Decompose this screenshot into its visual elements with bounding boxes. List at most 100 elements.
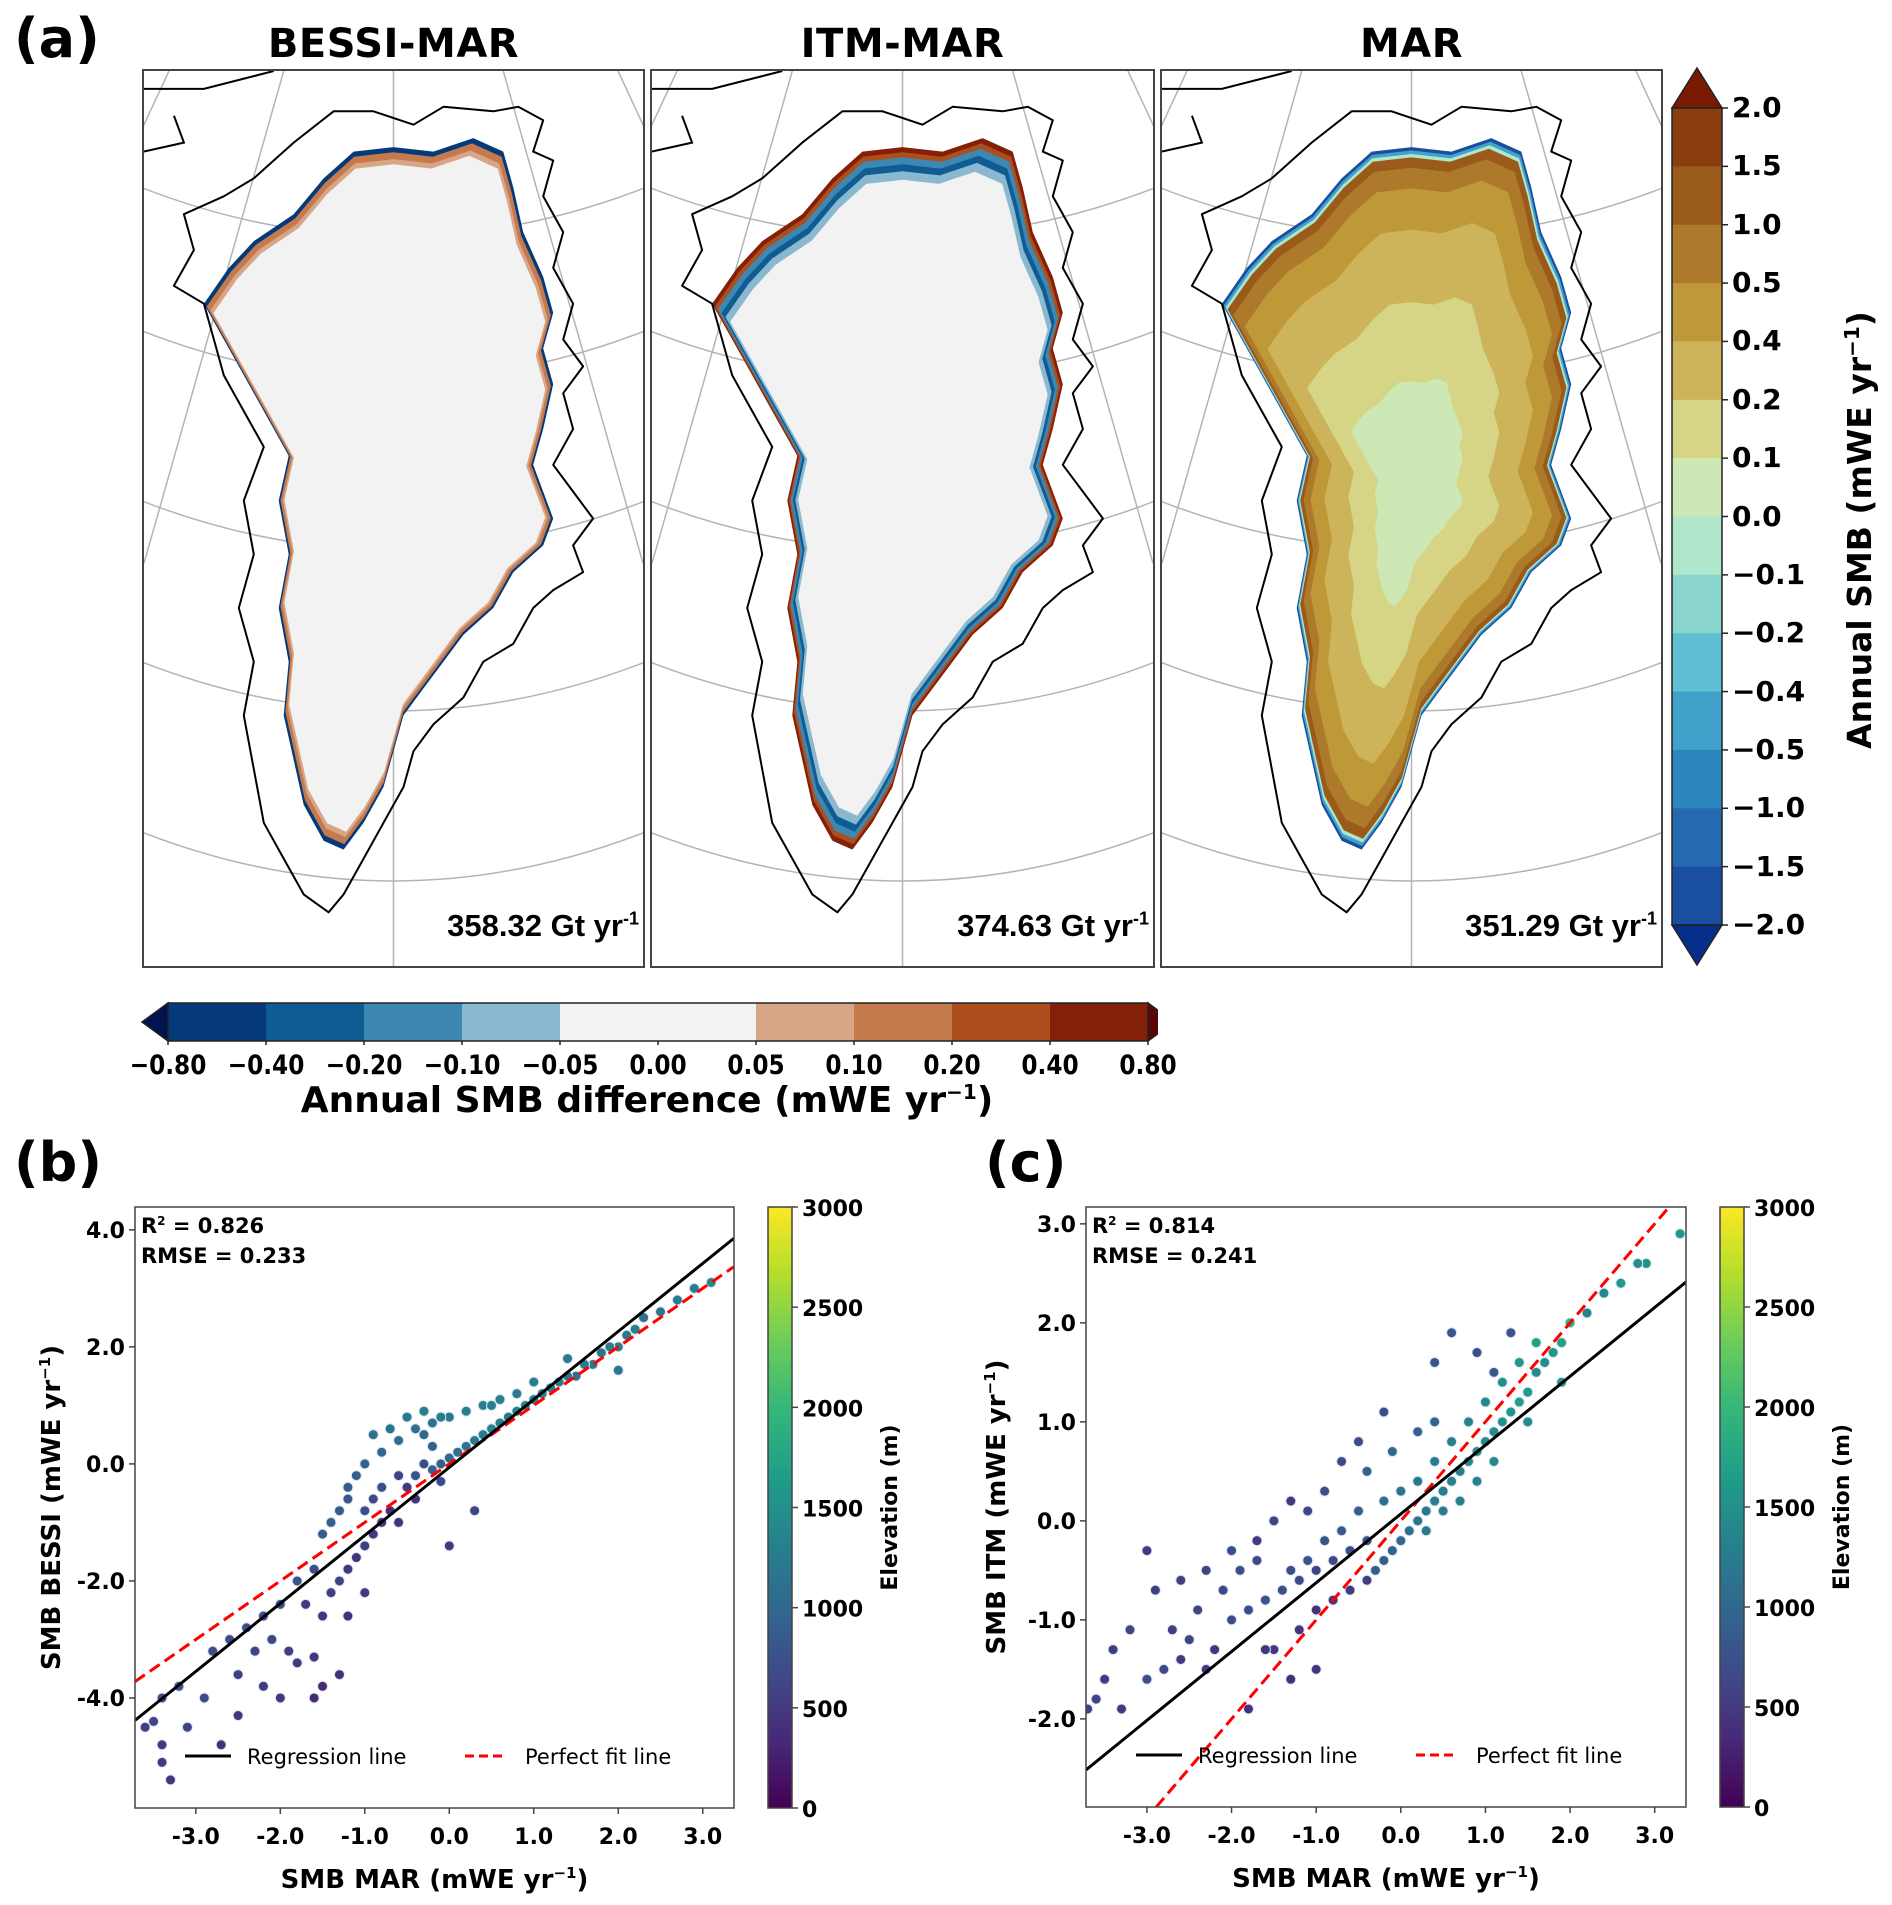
- meridian-line: [1520, 71, 1661, 564]
- map-panel-bessi-mar: 358.32 Gt yr-1: [142, 69, 645, 968]
- colorbar-segment: [1672, 749, 1722, 809]
- scatter-point: [350, 1552, 362, 1564]
- colorbar-tick-label: −2.0: [1732, 908, 1806, 941]
- x-tick-label: -1.0: [1292, 1824, 1340, 1849]
- scatter-point: [1395, 1485, 1407, 1497]
- scatter-point: [232, 1710, 244, 1722]
- smb-colorbar: [1670, 66, 1728, 967]
- elevation-colorbar: [767, 1206, 793, 1809]
- colorbar-segment: [1672, 224, 1722, 284]
- scatter-point: [359, 1540, 371, 1552]
- scatter-point: [342, 1563, 354, 1575]
- scatter-point: [283, 1645, 295, 1657]
- map-panel-itm-mar: 374.63 Gt yr-1: [650, 69, 1155, 968]
- colorbar-tick-label: 1.0: [1732, 207, 1782, 241]
- scatter-point: [435, 1411, 447, 1423]
- scatter-point: [1217, 1584, 1229, 1596]
- scatter-point: [198, 1692, 210, 1704]
- scatter-point: [1302, 1554, 1314, 1566]
- scatter-point: [1361, 1465, 1373, 1477]
- scatter-point: [342, 1493, 354, 1505]
- coastline: [1190, 105, 1613, 914]
- colorbar-tick-label: −0.20: [325, 1050, 403, 1081]
- scatter-point: [274, 1692, 286, 1704]
- colorbar-tick-label: −0.05: [521, 1050, 599, 1081]
- axes-frame: [1085, 1206, 1687, 1808]
- scatter-point: [1319, 1485, 1331, 1497]
- elevation-tick-label: 1500: [1754, 1497, 1815, 1522]
- ice-sheet-band: [730, 171, 1048, 816]
- scatter-point: [333, 1575, 345, 1587]
- x-tick-label: 1.0: [514, 1825, 553, 1850]
- meridian-line: [1127, 71, 1153, 127]
- scatter-point: [1632, 1257, 1644, 1269]
- scatter-point: [1192, 1604, 1204, 1616]
- colorbar-segment: [658, 1003, 757, 1041]
- scatter-point: [1251, 1554, 1263, 1566]
- scatter-point: [1259, 1594, 1271, 1606]
- colorbar-segment: [756, 1003, 855, 1041]
- total-smb-exp: -1: [1132, 908, 1149, 929]
- total-smb-label: 351.29 Gt yr-1: [1465, 908, 1657, 944]
- scatter-point: [1429, 1455, 1441, 1467]
- scatter-point: [671, 1294, 683, 1306]
- scatter-point: [435, 1475, 447, 1487]
- colorbar-tick-label: 0.05: [727, 1050, 785, 1081]
- scatter-point: [1386, 1545, 1398, 1557]
- scatter-point: [1581, 1307, 1593, 1319]
- y-tick-label: 0.0: [86, 1453, 125, 1478]
- y-tick-label: -1.0: [1028, 1609, 1076, 1634]
- map-bessi-mar: [144, 71, 643, 966]
- scatter-point: [1556, 1337, 1568, 1349]
- scatter-point: [1463, 1416, 1475, 1428]
- scatter-point: [1336, 1455, 1348, 1467]
- scatter-point: [1302, 1505, 1314, 1517]
- total-smb-exp: -1: [1640, 908, 1657, 929]
- scatter-point: [1242, 1703, 1254, 1715]
- colorbar-tick-label: −0.5: [1732, 732, 1806, 766]
- legend-regression-label: Regression line: [1198, 1744, 1357, 1768]
- scatter-point: [1226, 1545, 1238, 1557]
- y-tick-label: 3.0: [1037, 1213, 1076, 1238]
- x-tick-label: 1.0: [1466, 1824, 1505, 1849]
- scatter-point: [1513, 1356, 1525, 1368]
- scatter-point: [317, 1680, 329, 1692]
- scatter-point: [1505, 1327, 1517, 1339]
- scatter-point: [1522, 1416, 1534, 1428]
- scatter-plot-itm: -3.0 -2.0 -1.0 0.0 1.0 2.0 3.0 -2.0 -1.0 0.0 1.0 2.…: [981, 1197, 1855, 1894]
- scatter-point: [1166, 1624, 1178, 1636]
- colorbar-segment: [1672, 808, 1722, 868]
- colorbar-tick-label: 0.2: [1732, 382, 1782, 416]
- scatter-point: [1285, 1564, 1297, 1576]
- colorbar-tick-label: 0.40: [1021, 1050, 1079, 1081]
- x-tick-label: 3.0: [1635, 1824, 1674, 1849]
- scatter-point: [325, 1587, 337, 1599]
- scatter-point: [1412, 1475, 1424, 1487]
- scatter-point: [426, 1440, 438, 1452]
- coastline-ellesmere: [652, 71, 783, 153]
- smb-colorbar-label: Annual SMB (mWE yr−1): [1840, 311, 1879, 749]
- scatter-point: [1446, 1327, 1458, 1339]
- scatter-point: [1412, 1515, 1424, 1527]
- scatter-point: [1412, 1426, 1424, 1438]
- scatter-point: [393, 1516, 405, 1528]
- scatter-point: [418, 1458, 430, 1470]
- scatter-point: [376, 1446, 388, 1458]
- x-axis-label: SMB MAR (mWE yr−1): [1232, 1863, 1540, 1894]
- map-itm-mar: [652, 71, 1153, 966]
- elevation-colorbar-label: Elevation (m): [878, 1424, 903, 1590]
- scatter-point: [393, 1470, 405, 1482]
- ice-sheet-band: [213, 155, 546, 832]
- scatter-point: [1116, 1703, 1128, 1715]
- scatter-point: [367, 1493, 379, 1505]
- scatter-point: [1124, 1624, 1136, 1636]
- scatter-point: [1522, 1386, 1534, 1398]
- scatter-point: [1513, 1396, 1525, 1408]
- scatter-point: [494, 1394, 506, 1406]
- scatter-point: [1598, 1287, 1610, 1299]
- scatter-point: [1378, 1495, 1390, 1507]
- plot-area: [135, 1237, 734, 1786]
- scatter-point: [1310, 1564, 1322, 1576]
- scatter-point: [1403, 1525, 1415, 1537]
- scatter-point: [1479, 1396, 1491, 1408]
